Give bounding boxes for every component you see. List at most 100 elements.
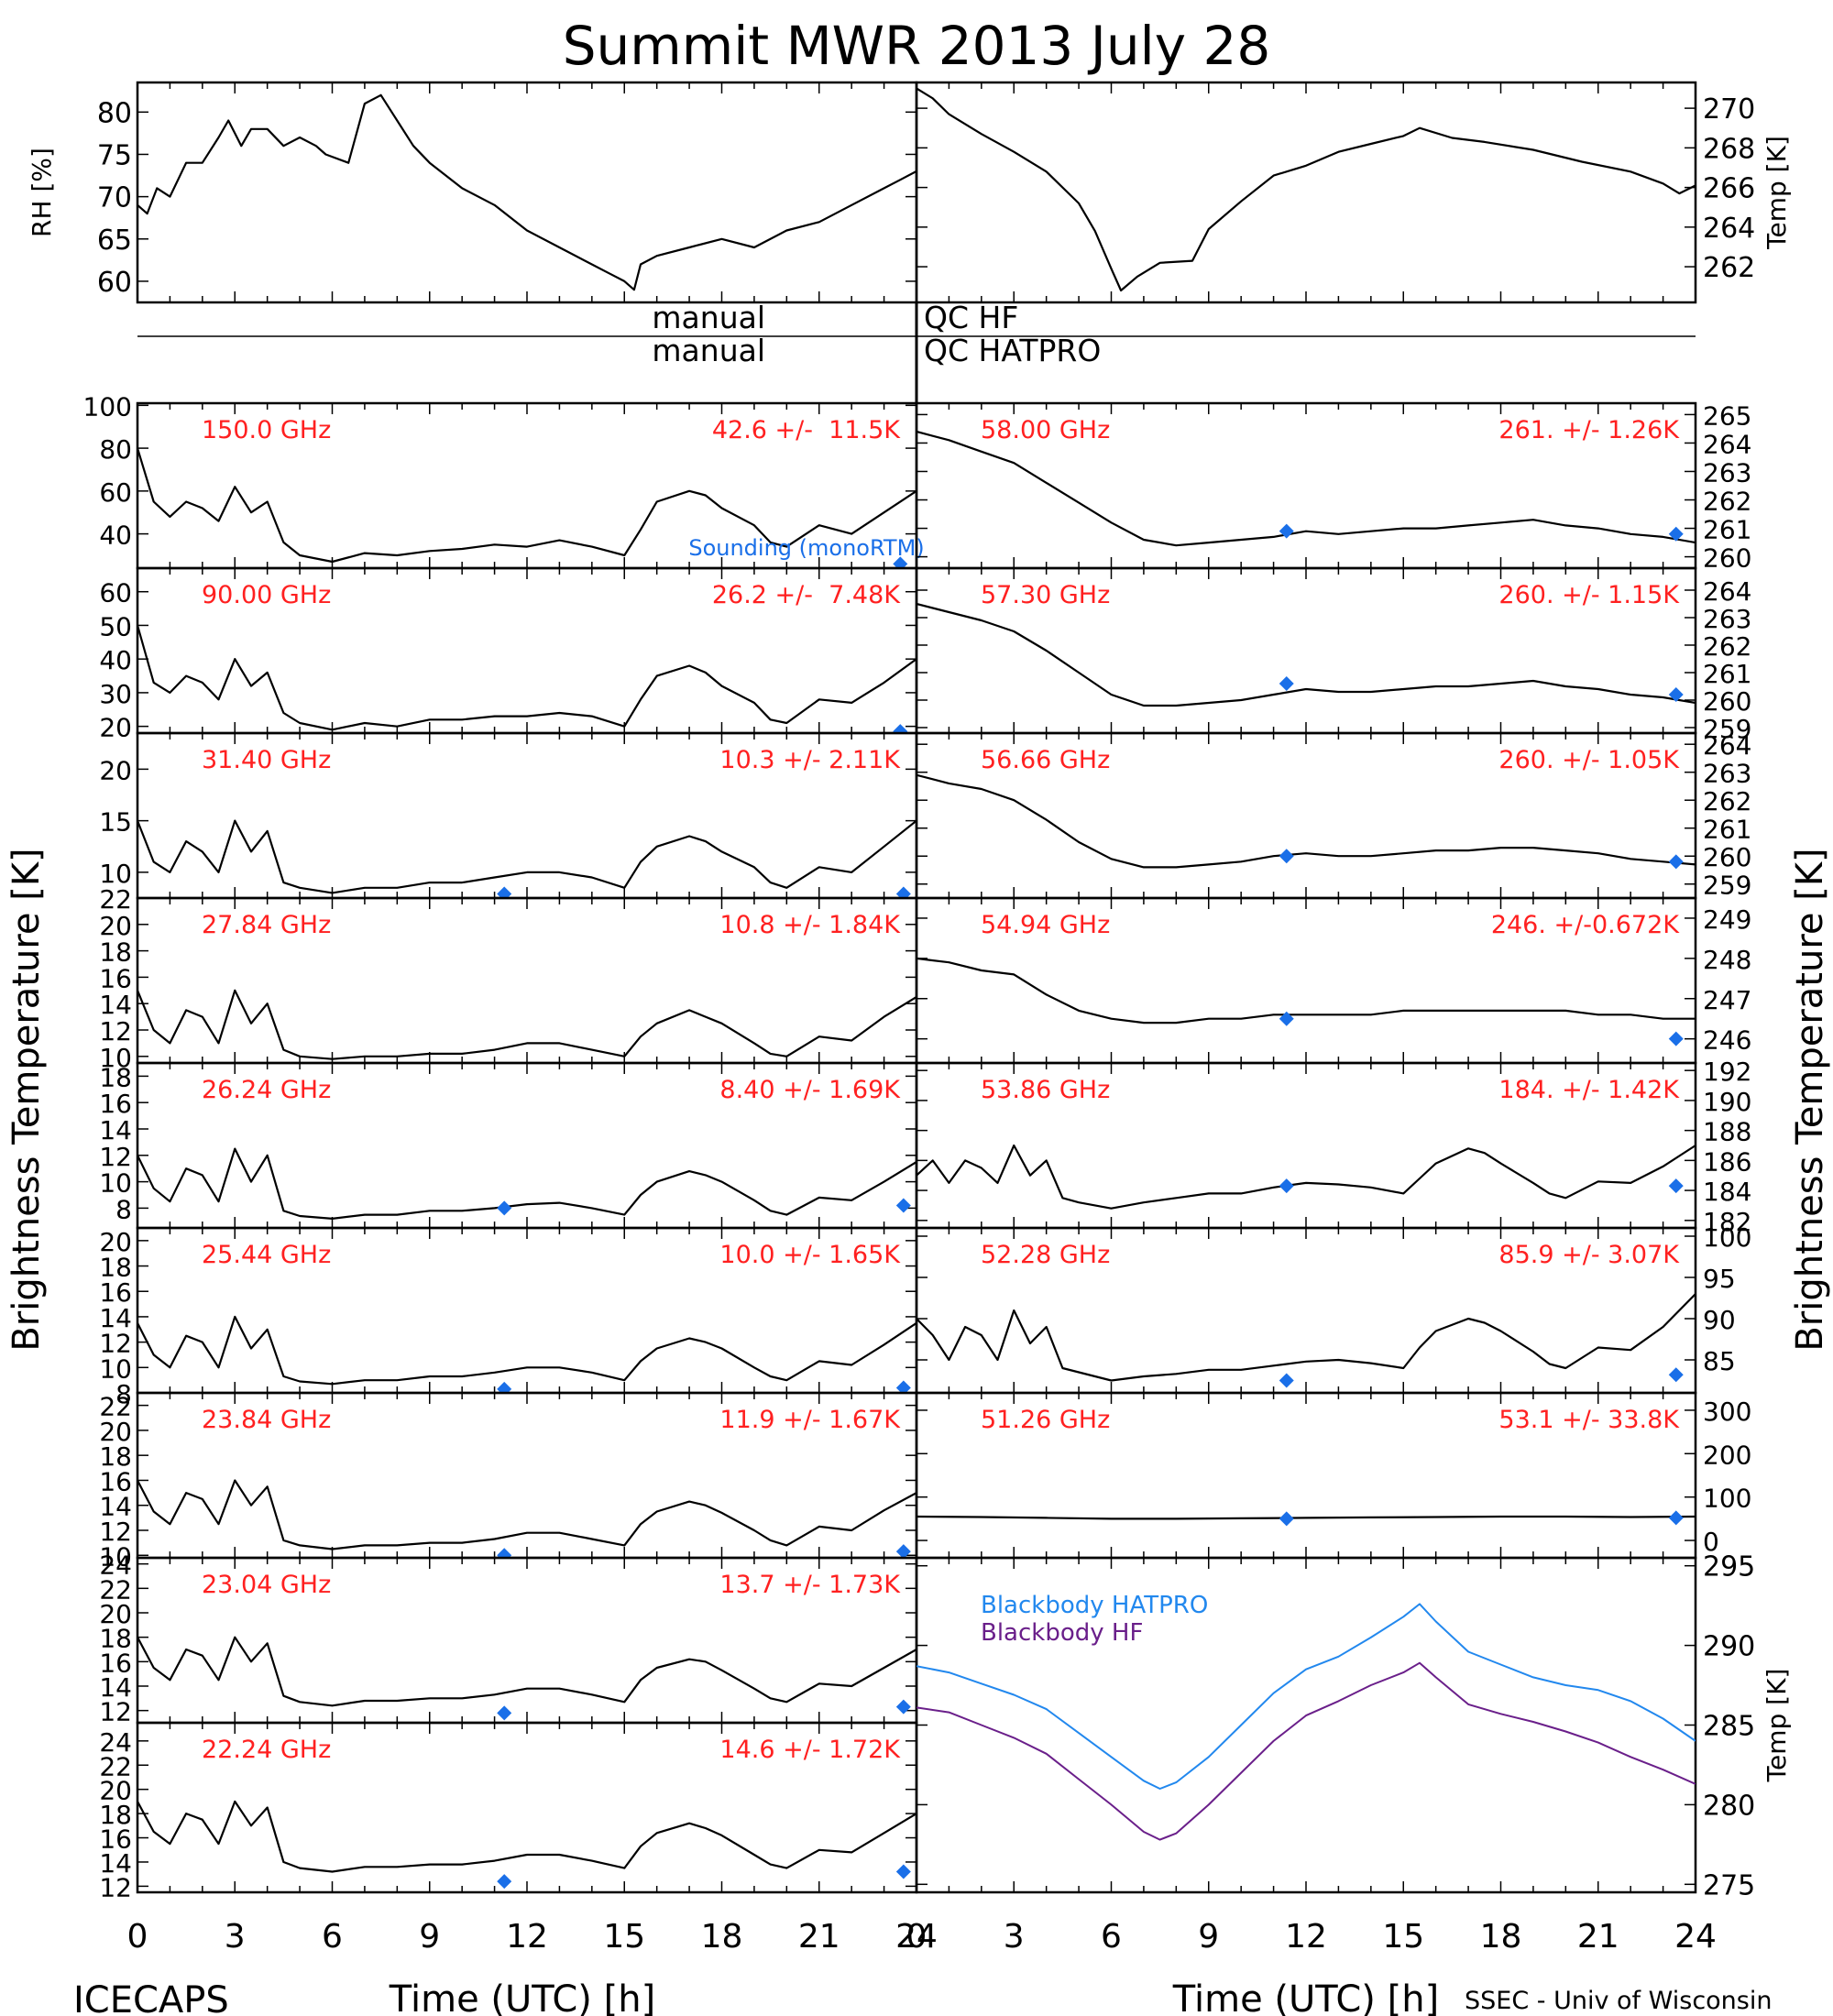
- y-tick-label: 14: [99, 1303, 132, 1333]
- y-tick-label: 0: [1703, 1527, 1719, 1557]
- sounding-marker: [497, 1381, 512, 1393]
- channel-stats: 260. +/- 1.15K: [1498, 581, 1680, 609]
- y-tick-label: 100: [83, 391, 132, 422]
- y-tick-label: 16: [99, 1824, 132, 1855]
- sounding-marker: [1279, 1011, 1294, 1026]
- y-tick-label: 247: [1703, 985, 1751, 1015]
- y-tick-label: 20: [99, 755, 132, 785]
- series-line-0: [916, 1603, 1696, 1790]
- panel-blackbody: 275 280 285 290 295 Temp [K] Blackbody HATPROB…: [915, 1551, 1792, 1901]
- y-tick-label: 22: [99, 1574, 132, 1605]
- y-tick-label: 16: [99, 963, 132, 993]
- channel-label: 54.94 GHz: [981, 911, 1110, 939]
- sounding-marker: [895, 1544, 911, 1558]
- panel-plot-area: [137, 1636, 916, 1721]
- sounding-marker: [1668, 526, 1684, 542]
- panel-plot-area: [137, 447, 916, 568]
- figure-title: Summit MWR 2013 July 28: [563, 15, 1271, 77]
- y-tick-label: 80: [99, 434, 132, 465]
- y-tick-label: 15: [99, 807, 132, 838]
- panel-bt-51-26: 0 100 200 300 51.26 GHz 53.1 +/- 33.8K: [915, 1391, 1751, 1560]
- y-tick-label: 260: [1703, 686, 1751, 717]
- x-tick-label: 3: [1004, 1918, 1025, 1956]
- x-tick-label: 9: [1198, 1918, 1219, 1956]
- y-tick-label: 270: [1703, 93, 1755, 126]
- data-trace: [137, 989, 916, 1060]
- y-tick-label: 12: [99, 1517, 132, 1547]
- x-tick-label: 15: [1382, 1918, 1424, 1956]
- legend-entry: Blackbody HATPRO: [981, 1592, 1208, 1619]
- channel-stats: 10.3 +/- 2.11K: [719, 746, 901, 774]
- sounding-marker: [497, 1548, 512, 1558]
- channel-stats: 14.6 +/- 1.72K: [719, 1736, 901, 1764]
- y-tick-label: 268: [1703, 133, 1755, 165]
- panel-plot-area: [916, 87, 1696, 292]
- qc-hatpro-label: QC HATPRO: [924, 333, 1101, 368]
- y-tick-label: 12: [99, 1697, 132, 1727]
- x-tick-label: 24: [1674, 1918, 1717, 1956]
- sounding-marker: [895, 1699, 911, 1715]
- legend-entry: Blackbody HF: [981, 1619, 1143, 1647]
- x-tick-label: 18: [701, 1918, 743, 1956]
- sounding-marker: [1668, 854, 1684, 870]
- y-tick-label: 248: [1703, 945, 1751, 975]
- panel-plot-area: [916, 430, 1696, 547]
- y-tick-label: 100: [1703, 1222, 1751, 1253]
- y-tick-label: 14: [99, 1115, 132, 1145]
- panel-plot-area: [916, 957, 1696, 1046]
- panel-bt-31-40: 10 15 20 31.40 GHz 10.3 +/- 2.11K: [99, 731, 918, 900]
- x-tick-label: 3: [225, 1918, 246, 1956]
- y-tick-label: 300: [1703, 1397, 1751, 1427]
- sounding-marker: [1668, 1510, 1684, 1526]
- sounding-marker: [1668, 1367, 1684, 1383]
- y-tick-label: 75: [97, 139, 132, 171]
- y-tick-label: 275: [1703, 1869, 1755, 1901]
- panel-plot-area: [137, 1315, 916, 1393]
- y-tick-label: 20: [99, 1599, 132, 1629]
- footer-ssec: SSEC - Univ of Wisconsin: [1465, 1987, 1772, 2015]
- x-tick-label: 9: [419, 1918, 440, 1956]
- channel-stats: 26.2 +/- 7.48K: [712, 581, 901, 609]
- y-tick-label: 12: [99, 1142, 132, 1172]
- sounding-marker: [1279, 1373, 1294, 1388]
- y-tick-label: 22: [99, 1392, 132, 1422]
- y-tick-label: 70: [97, 182, 132, 214]
- x-tick-label: 24: [895, 1918, 938, 1956]
- y-tick-label: 10: [99, 859, 132, 889]
- panel-plot-area: [137, 93, 916, 291]
- sounding-marker: [497, 1200, 512, 1216]
- y-tick-label: 266: [1703, 173, 1755, 205]
- panel-plot-area: [916, 1293, 1696, 1388]
- y-tick-label: 184: [1703, 1177, 1751, 1207]
- channel-label: 57.30 GHz: [981, 581, 1110, 609]
- data-trace: [916, 1293, 1696, 1382]
- channel-stats: 246. +/-0.672K: [1491, 911, 1680, 939]
- qc-hf-label: QC HF: [924, 300, 1018, 335]
- sounding-marker: [497, 1874, 512, 1890]
- y-tick-label: 14: [99, 1672, 132, 1703]
- qc-hf-manual-label: manual: [652, 300, 765, 335]
- y-tick-label: 263: [1703, 457, 1751, 488]
- y-tick-label: 18: [99, 1062, 132, 1092]
- x-tick-label: 0: [906, 1918, 927, 1956]
- y-tick-label: 18: [99, 937, 132, 968]
- sounding-marker: [497, 886, 512, 898]
- data-trace: [916, 430, 1696, 547]
- channel-label: 23.84 GHz: [202, 1406, 331, 1434]
- y-tick-label: 280: [1703, 1790, 1755, 1822]
- panel-bt-150: 40 60 80 100 150.0 GHz 42.6 +/- 11.5K Sounding…: [83, 391, 925, 570]
- panel-plot-area: [137, 1147, 916, 1221]
- sounding-marker: [895, 1380, 911, 1393]
- channel-stats: 184. +/- 1.42K: [1498, 1076, 1680, 1104]
- sounding-marker: [895, 1198, 911, 1213]
- y-tick-label: 10: [99, 1168, 132, 1199]
- y-tick-label: 261: [1703, 815, 1751, 845]
- y-tick-label: 100: [1703, 1484, 1751, 1514]
- y-tick-label: 50: [99, 611, 132, 641]
